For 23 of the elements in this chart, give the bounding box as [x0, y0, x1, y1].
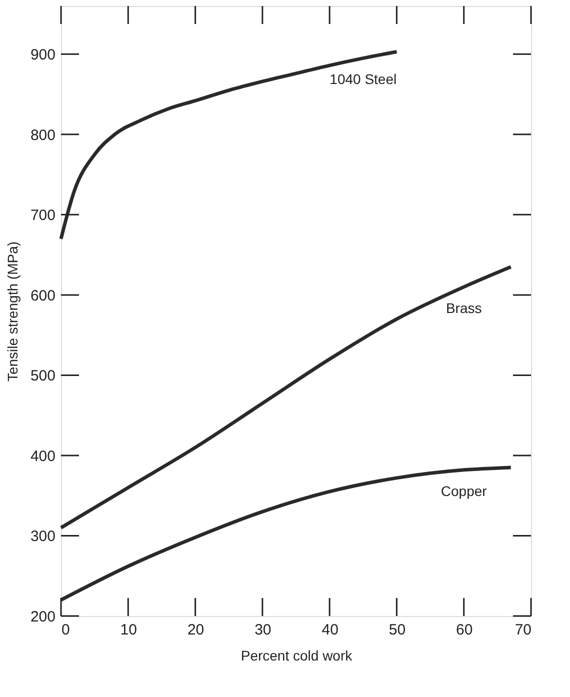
- x-tick-label: 10: [120, 622, 137, 638]
- x-tick-label: 20: [187, 622, 204, 638]
- y-tick-label: 800: [30, 126, 56, 144]
- y-tick-label: 300: [30, 528, 56, 546]
- series-label: Copper: [440, 482, 488, 499]
- y-tick-label: 400: [30, 448, 56, 465]
- y-tick-label: 600: [30, 287, 56, 304]
- x-tick-label: 60: [456, 622, 473, 638]
- line-series: [59, 265, 513, 530]
- y-axis-title: Tensile strength (MPa): [4, 241, 20, 382]
- x-tick-label: 0: [62, 622, 70, 638]
- x-tick-label: 50: [388, 622, 406, 638]
- y-tick-label: 900: [30, 46, 56, 64]
- x-tick-label: 40: [322, 622, 338, 638]
- x-tick-label: 70: [514, 622, 532, 638]
- y-tick-label: 200: [30, 608, 56, 626]
- x-axis-title: Percent cold work: [240, 648, 354, 664]
- x-tick-label: 30: [254, 622, 272, 638]
- y-tick-label: 700: [30, 207, 56, 224]
- series-label: 1040 Steel: [330, 71, 397, 88]
- y-tick-label: 500: [30, 368, 56, 385]
- line-series: [59, 50, 398, 241]
- series-label: Brass: [446, 300, 482, 316]
